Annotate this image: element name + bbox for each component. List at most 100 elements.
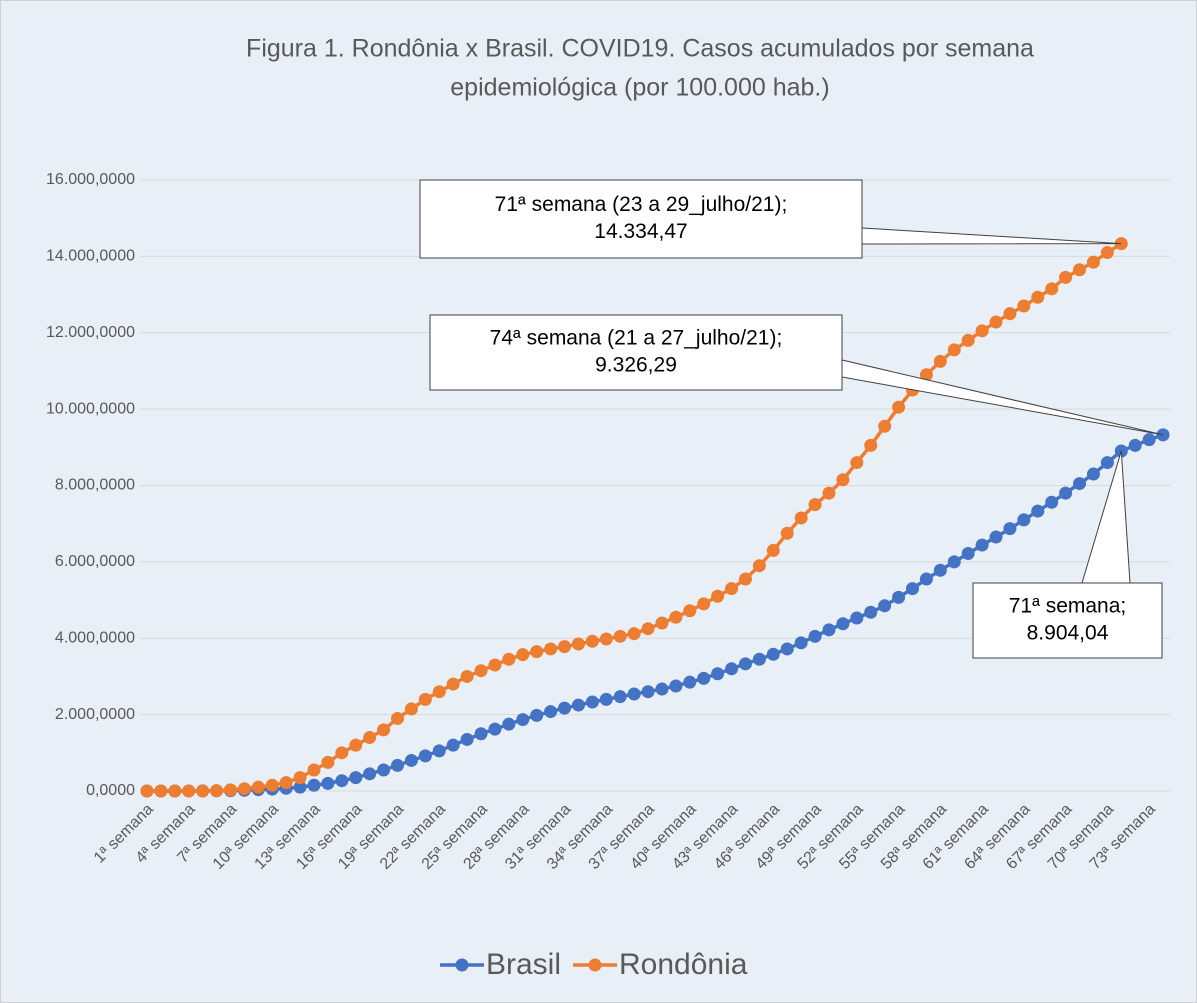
callout-text: 8.904,04: [1027, 622, 1109, 645]
data-point: [516, 648, 530, 662]
data-point: [418, 692, 432, 706]
data-point: [725, 582, 739, 596]
data-point: [933, 563, 947, 577]
y-tick-label: 12.000,0000: [46, 324, 135, 341]
data-point: [391, 758, 404, 772]
data-point: [335, 774, 349, 788]
data-point: [349, 771, 363, 785]
data-point: [488, 658, 502, 672]
data-point: [599, 692, 613, 706]
data-point: [627, 627, 641, 641]
data-point: [1031, 290, 1045, 304]
data-point: [794, 636, 808, 650]
data-point: [432, 744, 446, 758]
data-point: [571, 698, 585, 712]
data-point: [154, 784, 168, 798]
data-point: [488, 722, 502, 736]
data-point: [307, 778, 321, 792]
data-point: [460, 669, 474, 683]
data-point: [140, 784, 154, 798]
callout-text: 71ª semana (23 a 29_julho/21);: [495, 193, 788, 216]
data-point: [669, 679, 683, 693]
data-point: [725, 662, 739, 676]
callout-box: [972, 582, 1163, 659]
data-point: [418, 749, 432, 763]
data-point: [265, 778, 279, 792]
legend-marker: [455, 958, 469, 972]
data-point: [432, 685, 446, 699]
data-point: [307, 763, 321, 777]
callout-text: 9.326,29: [595, 354, 677, 377]
callout-text: 14.334,47: [594, 220, 687, 243]
data-point: [836, 617, 850, 631]
legend-label: Brasil: [486, 948, 561, 981]
data-point: [1031, 504, 1045, 518]
data-point: [906, 582, 919, 596]
data-point: [752, 559, 766, 573]
y-tick-label: 10.000,0000: [46, 400, 135, 417]
data-point: [502, 652, 516, 666]
data-point: [892, 400, 906, 414]
data-point: [711, 667, 725, 681]
chart-title: epidemiológica (por 100.000 hab.): [450, 74, 829, 102]
y-tick-label: 8.000,0000: [55, 477, 135, 494]
data-point: [933, 354, 947, 368]
data-point: [613, 690, 627, 704]
data-point: [460, 732, 474, 746]
data-point: [752, 652, 766, 666]
data-point: [335, 746, 349, 760]
data-point: [822, 486, 836, 500]
data-point: [780, 526, 794, 540]
data-point: [377, 763, 391, 777]
data-point: [864, 605, 878, 619]
chart-title: Figura 1. Rondônia x Brasil. COVID19. Ca…: [246, 35, 1034, 63]
data-point: [975, 538, 989, 552]
data-point: [947, 555, 961, 569]
callout-text: 74ª semana (21 a 27_julho/21);: [490, 327, 783, 350]
data-point: [363, 767, 377, 781]
data-point: [1073, 263, 1087, 277]
data-point: [1003, 307, 1017, 321]
data-point: [1073, 477, 1087, 491]
data-point: [321, 755, 335, 769]
data-point: [641, 685, 655, 699]
data-point: [961, 546, 975, 560]
data-point: [683, 604, 697, 618]
y-tick-label: 0,0000: [86, 782, 135, 799]
legend-label: Rondônia: [619, 948, 748, 981]
callout-text: 71ª semana;: [1009, 595, 1127, 618]
data-point: [1100, 246, 1114, 260]
y-tick-label: 4.000,0000: [55, 629, 135, 646]
data-point: [1128, 438, 1142, 452]
data-point: [391, 711, 404, 725]
data-point: [1086, 467, 1100, 481]
data-point: [989, 530, 1003, 544]
data-point: [669, 610, 683, 624]
callout-box: [419, 179, 863, 259]
data-point: [1003, 522, 1017, 536]
data-point: [961, 333, 975, 347]
data-point: [683, 675, 697, 689]
data-point: [1086, 255, 1100, 269]
y-tick-label: 2.000,0000: [55, 706, 135, 723]
data-point: [641, 622, 655, 636]
data-point: [975, 324, 989, 338]
data-point: [404, 753, 418, 767]
data-point: [1059, 486, 1073, 500]
data-point: [293, 780, 307, 794]
data-point: [919, 368, 933, 382]
data-point: [864, 438, 878, 452]
data-point: [321, 776, 335, 790]
data-point: [223, 783, 237, 797]
data-point: [878, 419, 892, 433]
y-tick-label: 6.000,0000: [55, 553, 135, 570]
callout: 71ª semana; 8.904,04: [972, 450, 1163, 659]
data-point: [474, 664, 488, 678]
data-point: [878, 599, 892, 613]
data-point: [836, 473, 850, 487]
data-point: [655, 616, 669, 630]
data-point: [237, 782, 251, 796]
data-point: [1100, 456, 1114, 470]
data-point: [711, 589, 725, 603]
data-point: [850, 456, 864, 470]
